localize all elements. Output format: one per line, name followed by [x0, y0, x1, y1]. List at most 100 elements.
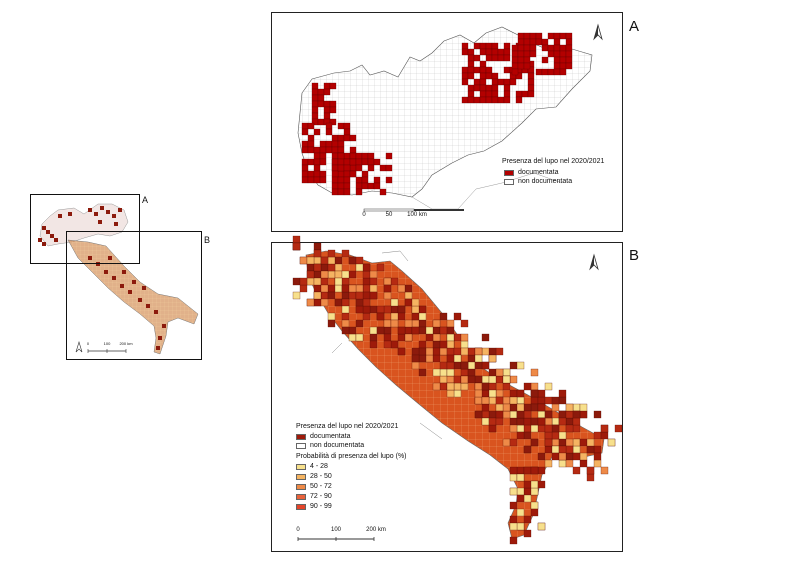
map-cell — [558, 396, 567, 405]
documented-cell — [523, 50, 531, 58]
overview-scale-200: 200 km — [119, 341, 133, 346]
map-cell — [523, 403, 532, 412]
map-cell — [418, 312, 427, 321]
map-cell — [460, 340, 469, 349]
map-cell — [362, 305, 371, 314]
map-cell — [348, 333, 357, 342]
documented-cell — [373, 176, 381, 184]
overview-map: A B 0 100 200 km — [28, 186, 210, 366]
map-cell — [516, 431, 525, 440]
map-cell — [306, 298, 315, 307]
map-cell — [565, 445, 574, 454]
map-cell — [453, 312, 462, 321]
documented-cell — [461, 48, 469, 56]
map-cell — [460, 361, 469, 370]
map-cell — [523, 480, 532, 489]
map-cell — [313, 284, 322, 293]
documented-cell — [503, 42, 511, 50]
map-cell — [523, 466, 532, 475]
documented-cell — [329, 82, 337, 90]
documented-cell — [355, 164, 363, 172]
documented-cell — [337, 146, 345, 154]
documented-cell — [313, 176, 321, 184]
non-documented-swatch — [504, 178, 514, 185]
map-cell — [432, 354, 441, 363]
documented-cell — [511, 68, 519, 76]
map-cell — [467, 375, 476, 384]
map-cell — [558, 389, 567, 398]
panel-b-prob-title: Probabilità di presenza del lupo (%) — [296, 453, 407, 460]
map-cell — [558, 459, 567, 468]
documented-cell — [479, 42, 487, 50]
map-cell — [334, 263, 343, 272]
map-cell — [327, 249, 336, 258]
map-cell — [530, 403, 539, 412]
map-cell — [355, 284, 364, 293]
map-cell — [530, 438, 539, 447]
map-cell — [509, 522, 518, 531]
documented-cell — [331, 170, 339, 178]
documented-cell — [307, 134, 315, 142]
map-cell — [488, 382, 497, 391]
documented-cell — [491, 48, 499, 56]
map-cell — [586, 438, 595, 447]
map-cell — [411, 305, 420, 314]
map-cell — [474, 361, 483, 370]
documented-cell — [547, 68, 555, 76]
map-cell — [488, 354, 497, 363]
panel-b-scale-100: 100 — [330, 527, 342, 533]
documented-cell — [503, 78, 511, 86]
documented-cell — [325, 140, 333, 148]
documented-cell — [343, 152, 351, 160]
map-cell — [404, 298, 413, 307]
panel-b-legend-documented: documentata — [296, 433, 350, 440]
documented-cell — [547, 32, 555, 40]
documented-cell — [553, 50, 561, 58]
map-cell — [495, 403, 504, 412]
documented-cell — [355, 152, 363, 160]
documented-cell — [529, 44, 537, 52]
documented-cell — [367, 182, 375, 190]
map-cell — [467, 361, 476, 370]
map-cell — [565, 410, 574, 419]
documented-cell — [485, 66, 493, 74]
documented-cell — [343, 122, 351, 130]
map-cell — [432, 326, 441, 335]
documented-cell — [307, 176, 315, 184]
documented-cell — [485, 84, 493, 92]
map-cell — [306, 256, 315, 265]
non-documented-swatch — [296, 442, 306, 449]
map-cell — [474, 375, 483, 384]
map-cell — [418, 305, 427, 314]
map-cell — [565, 417, 574, 426]
map-cell — [565, 403, 574, 412]
documented-cell — [491, 84, 499, 92]
map-cell — [488, 417, 497, 426]
documented-cell — [317, 100, 325, 108]
map-cell — [411, 361, 420, 370]
map-cell — [369, 305, 378, 314]
map-cell — [313, 291, 322, 300]
map-cell — [446, 333, 455, 342]
map-cell — [586, 445, 595, 454]
map-cell — [425, 354, 434, 363]
map-cell — [348, 256, 357, 265]
panel-a-map — [297, 23, 603, 212]
map-cell — [320, 284, 329, 293]
map-cell — [600, 431, 609, 440]
map-cell — [439, 347, 448, 356]
map-cell — [579, 459, 588, 468]
documented-swatch — [504, 169, 514, 176]
map-cell — [495, 417, 504, 426]
map-cell — [390, 319, 399, 328]
map-cell — [460, 375, 469, 384]
overview-italy-svg — [38, 203, 199, 355]
map-cell — [341, 319, 350, 328]
documented-cell — [311, 82, 319, 90]
documented-cell — [367, 152, 375, 160]
map-cell — [481, 417, 490, 426]
map-cell — [579, 403, 588, 412]
documented-cell — [473, 42, 481, 50]
map-cell — [397, 305, 406, 314]
documented-cell — [355, 158, 363, 166]
